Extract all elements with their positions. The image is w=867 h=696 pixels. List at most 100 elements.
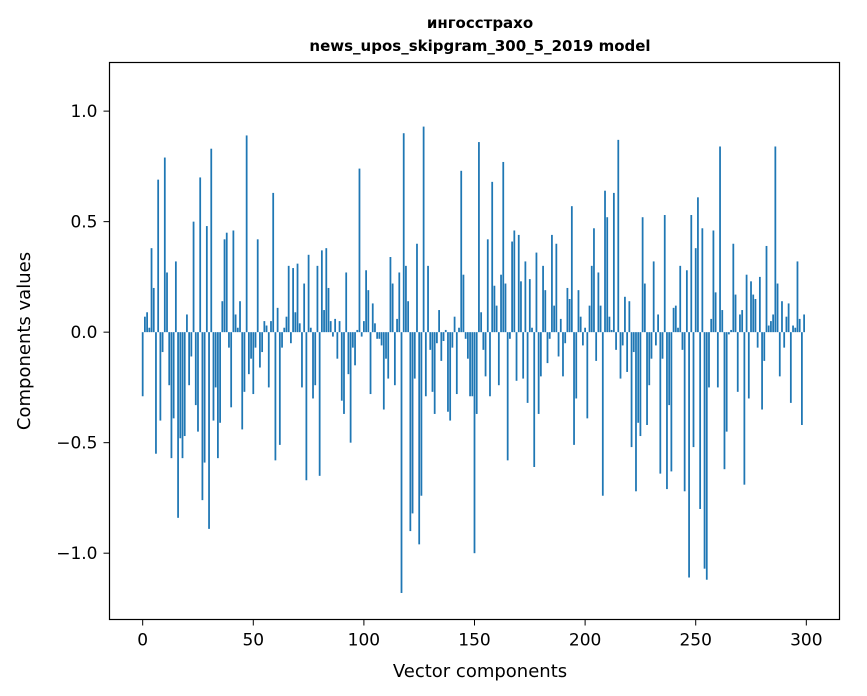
bar — [166, 272, 168, 333]
bar — [637, 332, 640, 423]
bar — [150, 248, 153, 333]
bar — [281, 332, 283, 348]
bar — [551, 234, 553, 333]
bar — [256, 239, 259, 333]
bar — [624, 296, 626, 333]
bar — [632, 332, 635, 353]
bar — [307, 254, 310, 333]
bar — [230, 332, 233, 408]
bar — [517, 234, 520, 333]
bar — [626, 332, 629, 372]
bar — [298, 323, 301, 333]
bar — [259, 332, 261, 368]
bar — [497, 332, 500, 386]
bar — [338, 321, 341, 333]
bar — [360, 332, 363, 337]
bar — [774, 146, 777, 333]
bar — [365, 270, 367, 333]
bar — [234, 314, 237, 333]
bar — [272, 192, 275, 333]
bar — [433, 332, 436, 414]
bar — [765, 245, 768, 333]
bar — [767, 325, 770, 333]
bar — [599, 305, 602, 333]
bar — [422, 126, 425, 333]
bar — [515, 332, 518, 381]
bar — [163, 157, 166, 333]
bar — [179, 332, 182, 439]
bar — [710, 318, 713, 333]
bar — [305, 332, 308, 481]
bar — [363, 321, 365, 333]
bar — [739, 314, 741, 333]
bar — [526, 332, 529, 403]
bar — [303, 283, 306, 333]
bar — [345, 272, 348, 333]
bar — [539, 332, 542, 377]
bar — [157, 179, 160, 333]
bar — [716, 332, 719, 388]
bar — [201, 332, 204, 501]
bar — [447, 332, 449, 412]
bar — [619, 332, 622, 379]
bar — [327, 287, 330, 333]
bar — [172, 332, 175, 419]
bar — [705, 332, 708, 580]
bar — [628, 301, 631, 333]
bar — [604, 190, 606, 333]
bar — [347, 332, 350, 375]
bar — [243, 332, 246, 392]
bar — [265, 325, 268, 333]
bar — [144, 316, 146, 333]
bar — [382, 332, 385, 410]
bar — [486, 239, 489, 333]
bar — [387, 332, 390, 379]
bar — [721, 310, 724, 333]
bar — [542, 265, 544, 333]
bar — [643, 283, 646, 333]
bar — [750, 281, 752, 333]
y-tick-label: 0.0 — [70, 323, 97, 343]
bar — [283, 327, 286, 333]
bar — [431, 332, 434, 392]
bar — [208, 332, 210, 529]
bar — [612, 192, 615, 333]
bar — [579, 316, 582, 333]
bar — [442, 332, 445, 341]
bar — [672, 307, 675, 333]
bar — [292, 268, 294, 333]
bar — [210, 148, 213, 333]
bar — [252, 332, 255, 395]
bar — [449, 332, 452, 421]
bar — [520, 281, 522, 333]
bar — [250, 332, 252, 359]
bar — [730, 329, 732, 333]
bar — [772, 314, 775, 333]
bar — [586, 332, 589, 419]
bar — [316, 265, 319, 333]
bar — [595, 332, 598, 361]
bar — [314, 332, 317, 386]
bar — [568, 299, 571, 333]
bar — [584, 327, 586, 333]
bar — [455, 332, 458, 395]
bar — [661, 332, 664, 359]
bar — [391, 283, 394, 333]
bar — [491, 181, 494, 333]
bar — [471, 332, 474, 397]
bar — [728, 332, 730, 335]
bar — [212, 332, 215, 421]
bar — [407, 301, 410, 333]
bar — [610, 329, 613, 333]
bar — [670, 332, 673, 472]
bar — [296, 263, 299, 333]
bar — [356, 329, 359, 333]
bar — [562, 332, 564, 377]
bar — [657, 314, 659, 333]
bar — [199, 177, 202, 333]
bar — [785, 316, 788, 333]
bar — [573, 332, 575, 445]
bar — [186, 314, 188, 333]
chart-title: ингосстрахо — [427, 14, 533, 32]
bar — [411, 332, 414, 514]
